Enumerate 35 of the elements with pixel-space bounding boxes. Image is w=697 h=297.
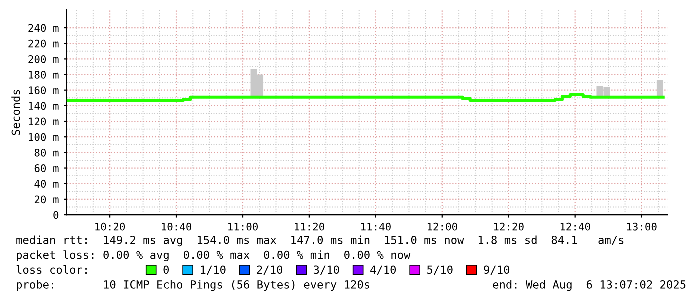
legend-title: loss color: (16, 265, 87, 274)
text: median rtt: 149.2 ms avg 154.0 ms max 147.0 ms min 151.0 ms now 1.8 ms sd 84.1 am/s (16, 236, 624, 247)
y-tick-label: 60 m (34, 164, 59, 172)
x-tick-label: 13:00 (627, 222, 657, 231)
y-tick-label: 100 m (29, 133, 59, 142)
y-tick-label: 180 m (29, 71, 59, 79)
y-tick-label: 160 m (29, 86, 59, 94)
x-tick-label: 11:40 (362, 222, 391, 231)
legend-label: 5/10 (428, 266, 453, 275)
text: end: Wed Aug 6 13:07:02 2025 (493, 280, 686, 292)
y-tick-label: 120 m (29, 118, 59, 126)
x-tick-label: 10:20 (96, 222, 126, 231)
text: probe: 10 ICMP Echo Pings (56 Bytes) every 120s (17, 280, 370, 292)
x-tick-label: 12:20 (494, 222, 524, 231)
legend-label: 9/10 (484, 266, 510, 275)
x-tick-label: 11:00 (228, 222, 258, 231)
y-tick-label: 0 (54, 211, 59, 220)
y-tick-label: 40 m (34, 180, 59, 188)
legend-label: 1/10 (201, 266, 226, 275)
legend-label: 3/10 (314, 266, 340, 275)
x-tick-label: 10:40 (162, 222, 192, 231)
y-tick-label: 240 m (28, 24, 59, 32)
y-tick-label: 220 m (28, 40, 59, 48)
x-tick-label: 12:40 (560, 222, 590, 231)
x-tick-label: 11:20 (295, 222, 324, 231)
legend-label: 0 (164, 266, 170, 274)
x-tick-label: 12:00 (428, 222, 458, 231)
legend-label: 2/10 (257, 266, 283, 275)
legend-label: 4/10 (370, 266, 396, 275)
y-tick-label: 20 m (34, 196, 59, 204)
y-tick-label: 140 m (29, 102, 59, 110)
y-tick-label: 80 m (34, 148, 59, 157)
y-tick-label: 200 m (28, 55, 59, 64)
y-axis-title: Seconds (12, 90, 20, 136)
text: packet loss: 0.00 % avg 0.00 % max 0.00 % min 0.00 % now (17, 250, 411, 262)
